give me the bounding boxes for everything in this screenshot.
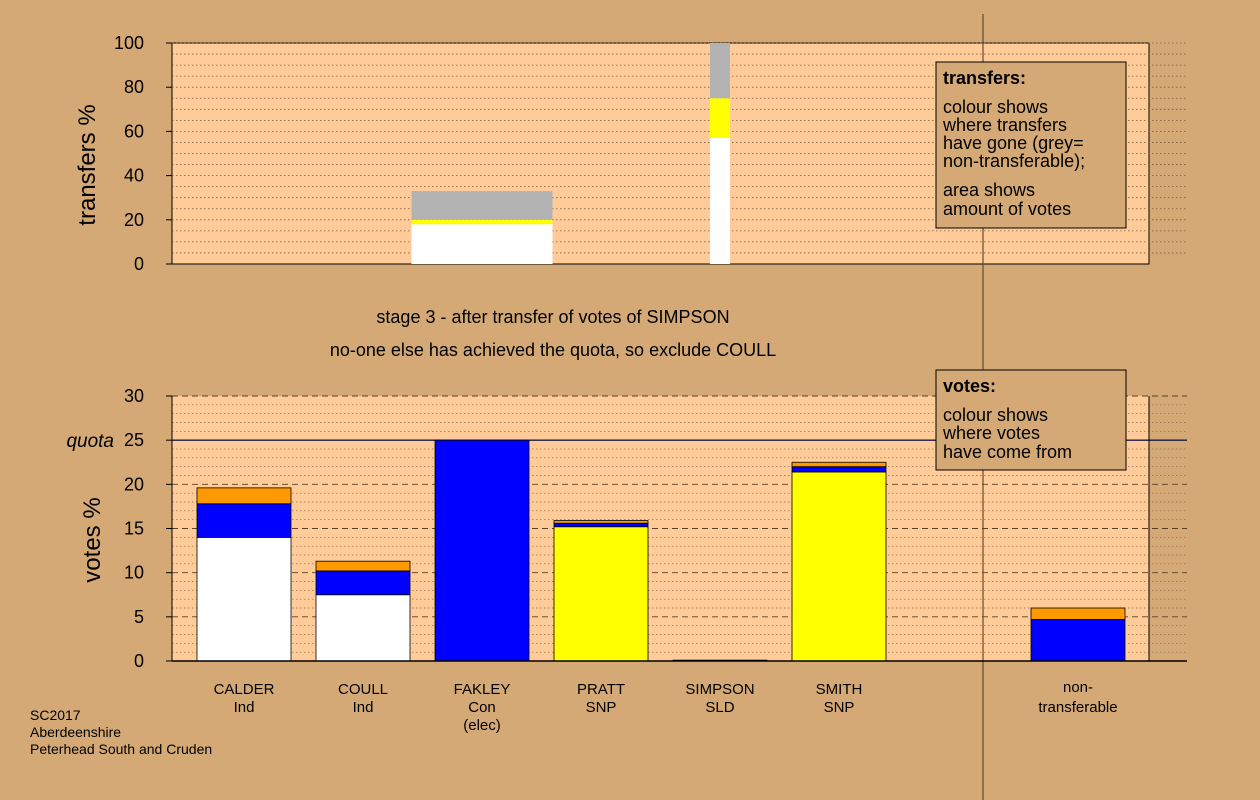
vote-bar-segment <box>315 570 411 596</box>
votes-y-tick-label: 5 <box>134 607 144 627</box>
footer-ward: Peterhead South and Cruden <box>30 741 212 757</box>
transfers-y-tick-label: 20 <box>124 210 144 230</box>
transfer-bar-segment <box>710 98 730 139</box>
nontransferable-label: transferable <box>1038 699 1117 716</box>
transfers-legend-box <box>935 61 1127 229</box>
votes-y-axis-label: votes % <box>79 497 106 582</box>
candidate-name-label: FAKLEY <box>454 681 511 698</box>
votes-y-tick-label: 30 <box>124 386 144 406</box>
transfers-legend-line: colour shows <box>943 97 1048 117</box>
votes-y-tick-label: 25 <box>124 430 144 450</box>
candidate-party-label: Con <box>468 699 496 716</box>
transfers-legend-line: where transfers <box>942 115 1067 135</box>
footer-council: Aberdeenshire <box>30 724 121 740</box>
candidate-party-label: SLD <box>705 699 734 716</box>
votes-legend-line: colour shows <box>943 405 1048 425</box>
nontransferable-bar-segment <box>1030 619 1126 662</box>
caption-line-2: no-one else has achieved the quota, so e… <box>330 340 776 360</box>
vote-bar-segment <box>791 471 887 662</box>
transfer-bar-segment <box>710 138 730 264</box>
candidate-party-label: Ind <box>234 699 255 716</box>
transfers-legend: transfers: colour shows where transfers … <box>935 61 1127 229</box>
candidate-party-label: SNP <box>586 699 617 716</box>
votes-legend-title: votes: <box>943 376 996 396</box>
candidate-party-label: SNP <box>824 699 855 716</box>
candidate-name-label: CALDER <box>214 681 275 698</box>
votes-y-tick-label: 20 <box>124 474 144 494</box>
votes-legend-line: have come from <box>943 442 1072 462</box>
transfers-legend-line: have gone (grey= <box>943 133 1084 153</box>
transfer-bar-segment <box>710 43 730 99</box>
votes-legend-box <box>935 369 1127 471</box>
vote-bar-segment <box>553 526 649 662</box>
transfer-bar-segment <box>411 191 553 220</box>
caption-line-1: stage 3 - after transfer of votes of SIM… <box>376 307 729 327</box>
transfers-legend-title: transfers: <box>943 68 1026 88</box>
candidate-party-label: Ind <box>353 699 374 716</box>
transfer-bar-segment <box>411 219 553 225</box>
transfers-y-tick-label: 0 <box>134 254 144 274</box>
transfers-y-axis-label: transfers % <box>74 104 101 225</box>
candidate-name-label: SIMPSON <box>685 681 754 698</box>
footer-election: SC2017 <box>30 707 81 723</box>
transfers-legend-line: area shows <box>943 180 1035 200</box>
vote-bar-segment <box>791 466 887 473</box>
vote-bar-segment <box>315 560 411 572</box>
nontransferable-bar-segment <box>1030 607 1126 620</box>
vote-bar-segment <box>196 487 292 505</box>
votes-y-tick-label: 0 <box>134 651 144 671</box>
votes-legend-line: where votes <box>942 423 1040 443</box>
candidate-name-label: SMITH <box>816 681 863 698</box>
candidate-name-label: PRATT <box>577 681 625 698</box>
transfers-y-tick-label: 100 <box>114 33 144 53</box>
votes-y-tick-label: 10 <box>124 563 144 583</box>
quota-label: quota <box>66 431 114 452</box>
vote-bar-segment <box>196 536 292 662</box>
vote-bar-segment <box>315 594 411 662</box>
vote-bar-segment <box>434 439 530 662</box>
vote-bar-segment <box>791 461 887 468</box>
transfers-y-tick-label: 60 <box>124 121 144 141</box>
votes-legend: votes: colour shows where votes have com… <box>935 369 1127 471</box>
nontransferable-label: non- <box>1063 679 1093 696</box>
vote-bar-segment <box>553 522 649 528</box>
candidate-name-label: COULL <box>338 681 388 698</box>
vote-bar-segment <box>196 503 292 538</box>
transfer-bar-segment <box>411 224 553 264</box>
vote-bar-segment <box>553 520 649 524</box>
transfers-legend-line: amount of votes <box>943 199 1071 219</box>
transfers-y-tick-label: 40 <box>124 166 144 186</box>
votes-y-tick-label: 15 <box>124 519 144 539</box>
transfers-legend-line: non-transferable); <box>943 151 1085 171</box>
transfers-y-tick-label: 80 <box>124 77 144 97</box>
candidate-status-label: (elec) <box>463 717 501 734</box>
